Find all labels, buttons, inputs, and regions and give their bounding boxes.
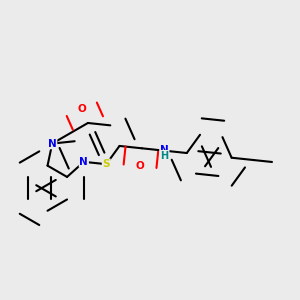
Text: N: N xyxy=(48,139,57,148)
Text: S: S xyxy=(103,159,110,169)
Text: N: N xyxy=(80,157,88,167)
Text: N: N xyxy=(160,145,169,155)
Text: H: H xyxy=(160,151,168,161)
Text: O: O xyxy=(77,104,86,114)
Text: O: O xyxy=(136,161,144,171)
